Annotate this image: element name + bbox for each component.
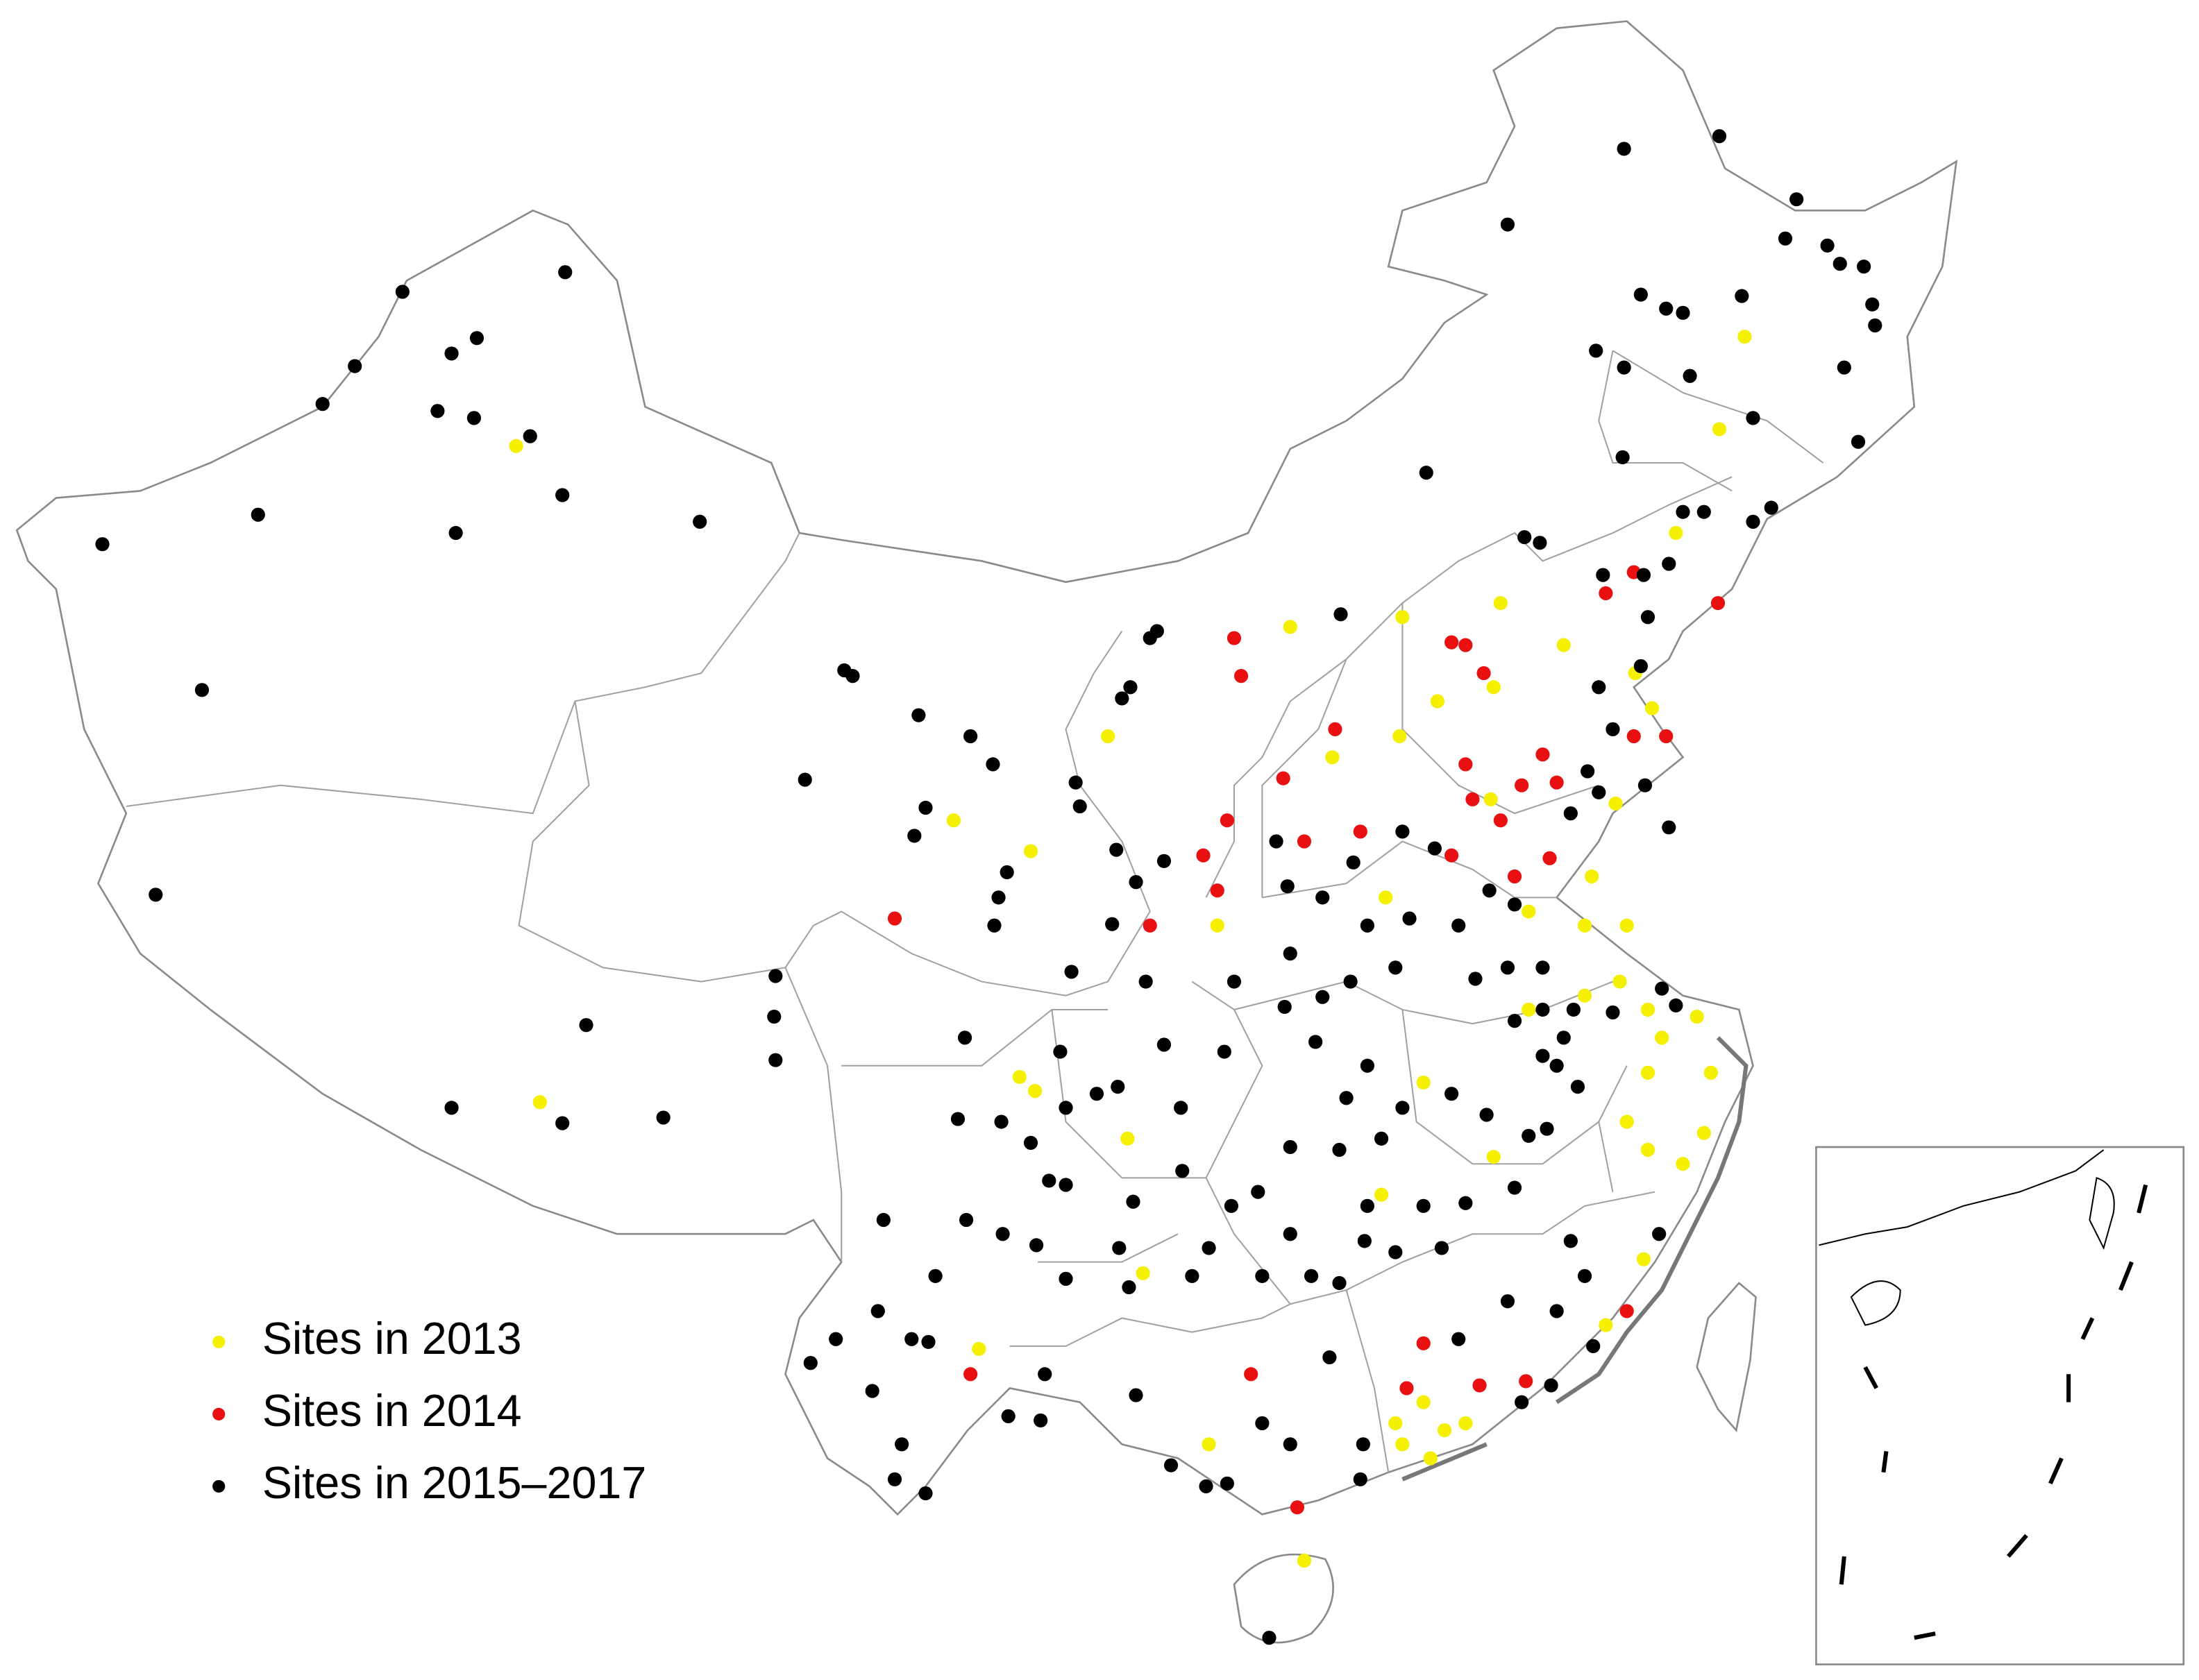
hainan-outline (1233, 1553, 1334, 1644)
legend-marker (212, 1407, 226, 1420)
legend-label: Sites in 2013 (262, 1313, 522, 1364)
sites-2013 (509, 330, 1752, 1568)
inset-frame (1815, 1146, 2185, 1665)
country-outline (15, 20, 1958, 1516)
legend-marker (212, 1479, 226, 1493)
sites-2015-2017 (95, 129, 1882, 1645)
province-lines (126, 350, 1824, 1473)
legend-label: Sites in 2015–2017 (262, 1457, 647, 1508)
coastal-islands (1401, 1036, 1749, 1482)
sites-2014 (887, 565, 1726, 1515)
legend-label: Sites in 2014 (262, 1385, 522, 1436)
inset-coast (1819, 1149, 2115, 1326)
inset-map (1819, 1149, 2148, 1640)
taiwan-outline (1696, 1282, 1757, 1432)
site-dots (95, 129, 1882, 1645)
inset-dashes (1839, 1184, 2148, 1640)
legend: Sites in 2013 Sites in 2014 Sites in 2015–… (212, 1313, 646, 1508)
legend-marker (212, 1335, 226, 1348)
